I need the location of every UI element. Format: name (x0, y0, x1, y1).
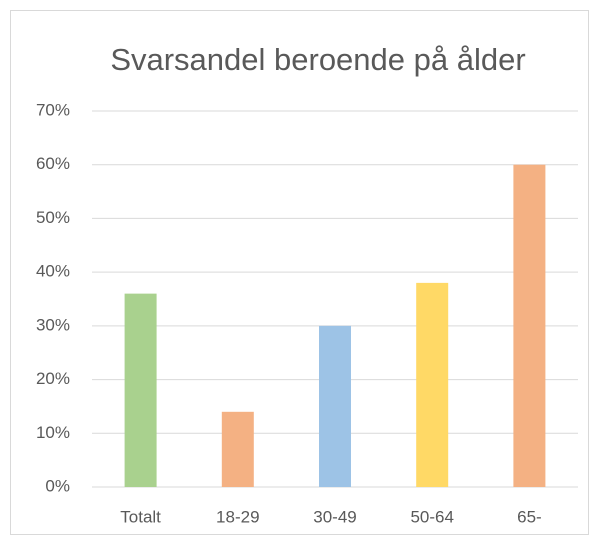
y-tick-label: 60% (36, 154, 70, 173)
y-tick-label: 40% (36, 262, 70, 281)
x-tick-label: 18-29 (216, 507, 259, 526)
x-tick-label: 65- (517, 507, 542, 526)
y-tick-label: 10% (36, 423, 70, 442)
y-tick-label: 0% (45, 476, 70, 495)
y-tick-label: 50% (36, 208, 70, 227)
x-tick-label: Totalt (120, 507, 161, 526)
bar (513, 164, 546, 487)
bar (221, 411, 254, 487)
x-tick-label: 30-49 (313, 507, 356, 526)
bar (319, 325, 351, 487)
bar (416, 282, 449, 487)
y-tick-label: 30% (36, 315, 70, 334)
bar (124, 293, 157, 487)
x-tick-label: 50-64 (410, 507, 453, 526)
y-tick-label: 20% (36, 369, 70, 388)
y-tick-label: 70% (36, 100, 70, 119)
chart-title: Svarsandel beroende på ålder (110, 42, 525, 77)
